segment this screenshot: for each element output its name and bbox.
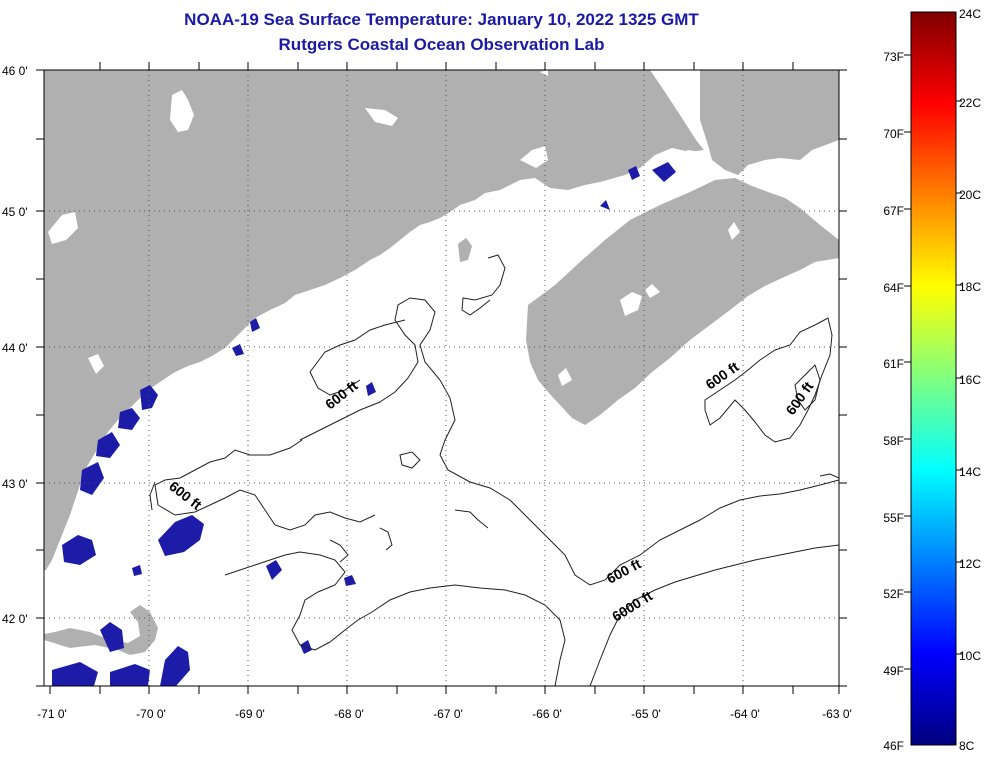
axis-ticks: [36, 62, 847, 694]
cold-water-patches: [52, 162, 676, 686]
colorbar-c-label: 18C: [959, 280, 981, 294]
lon-label: -63 0': [822, 707, 852, 721]
colorbar-f-label: 46F: [883, 739, 904, 753]
colorbar-f-label: 58F: [883, 434, 904, 448]
colorbar-ticks: [904, 54, 962, 670]
grand-manan-island: [458, 238, 472, 262]
lon-label: -69 0': [235, 707, 265, 721]
title-line-1: NOAA-19 Sea Surface Temperature: January…: [184, 10, 699, 29]
colorbar-f-label: 55F: [883, 511, 904, 525]
lon-label: -67 0': [433, 707, 463, 721]
lon-label: -66 0': [532, 707, 562, 721]
map-frame: [43, 69, 840, 687]
colorbar-c-label: 14C: [959, 465, 981, 479]
colorbar-c-label: 20C: [959, 188, 981, 202]
lon-label: -65 0': [631, 707, 661, 721]
new-brunswick-land: [700, 70, 839, 175]
lat-label: 46 0': [2, 64, 28, 78]
colorbar-c-label: 16C: [959, 373, 981, 387]
colorbar-f-label: 73F: [883, 50, 904, 64]
depth-contours: [149, 254, 839, 686]
colorbar-c-label: 24C: [959, 7, 981, 21]
lon-label: -70 0': [136, 707, 166, 721]
lat-label: 42 0': [2, 612, 28, 626]
lat-label: 45 0': [2, 205, 28, 219]
colorbar: [910, 11, 957, 746]
colorbar-f-label: 67F: [883, 204, 904, 218]
colorbar-f-label: 49F: [883, 664, 904, 678]
lat-label: 43 0': [2, 477, 28, 491]
colorbar-c-label: 22C: [959, 96, 981, 110]
lon-label: -71 0': [37, 707, 67, 721]
lat-label: 44 0': [2, 341, 28, 355]
colorbar-f-label: 52F: [883, 587, 904, 601]
colorbar-c-label: 12C: [959, 557, 981, 571]
colorbar-c-label: 8C: [959, 739, 975, 753]
lakes: [48, 70, 740, 386]
title-line-2: Rutgers Coastal Ocean Observation Lab: [278, 35, 605, 54]
colorbar-f-label: 61F: [883, 357, 904, 371]
nova-scotia-land: [526, 178, 839, 425]
cape-cod-land: [44, 605, 158, 655]
colorbar-f-label: 64F: [883, 281, 904, 295]
colorbar-f-label: 70F: [883, 127, 904, 141]
lon-label: -68 0': [334, 707, 364, 721]
lon-label: -64 0': [730, 707, 760, 721]
colorbar-c-label: 10C: [959, 649, 981, 663]
mainland-landmass: [44, 70, 704, 570]
